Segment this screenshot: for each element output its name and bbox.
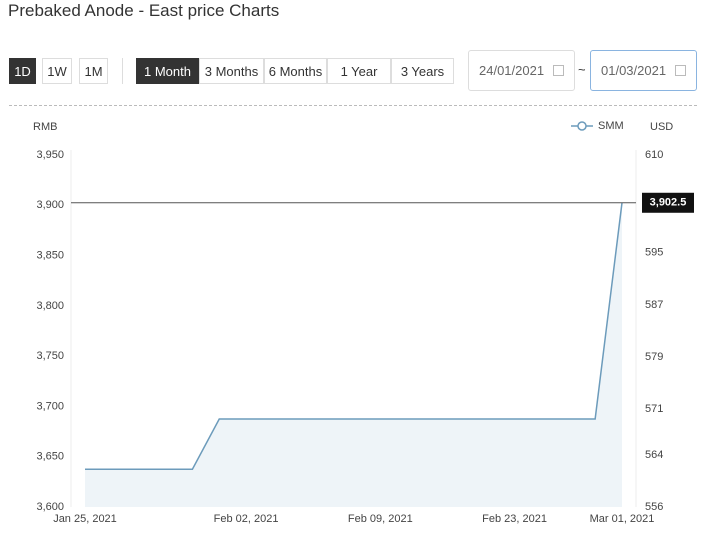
end-date-text: 01/03/2021 xyxy=(601,63,667,78)
y2-tick-label: 587 xyxy=(645,299,663,311)
y2-axis-title: USD xyxy=(650,121,673,133)
page-title: Prebaked Anode - East price Charts xyxy=(8,1,280,20)
button[interactable]: 6 Months xyxy=(264,58,327,84)
button[interactable]: 1M xyxy=(79,58,108,84)
area xyxy=(85,202,622,507)
button[interactable]: 1D xyxy=(9,58,36,84)
dashed-divider xyxy=(9,105,697,106)
y-tick-label: 3,950 xyxy=(36,149,64,161)
y2-tick-label: 556 xyxy=(645,501,663,513)
y-tick-label: 3,650 xyxy=(36,451,64,463)
start-date[interactable]: 24/01/2021 xyxy=(468,50,575,91)
button[interactable]: 1 Year xyxy=(327,58,391,84)
calendar-icon xyxy=(553,65,564,76)
range-separator: ~ xyxy=(578,62,586,77)
x-tick-label: Feb 23, 2021 xyxy=(482,513,547,525)
y2-tick-label: 564 xyxy=(645,449,663,461)
x-tick-label: Mar 01, 2021 xyxy=(590,513,655,525)
x-tick-label: Jan 25, 2021 xyxy=(53,513,117,525)
y-axis-title: RMB xyxy=(33,121,57,133)
button[interactable]: 3 Months xyxy=(199,58,264,84)
y-tick-label: 3,900 xyxy=(36,199,64,211)
y-tick-label: 3,850 xyxy=(36,249,64,261)
legend-label: SMM xyxy=(598,120,624,132)
y-tick-label: 3,800 xyxy=(36,300,64,312)
y-tick-label: 3,750 xyxy=(36,350,64,362)
start-date-text: 24/01/2021 xyxy=(479,63,545,78)
button[interactable]: 3 Years xyxy=(391,58,454,84)
value-label: 3,902.5 xyxy=(650,197,687,209)
y2-tick-label: 571 xyxy=(645,403,663,415)
y2-tick-label: 579 xyxy=(645,351,663,363)
button[interactable]: 1 Month xyxy=(136,58,199,84)
value-tag xyxy=(642,192,694,213)
x-tick-label: Feb 09, 2021 xyxy=(348,513,413,525)
calendar-icon xyxy=(675,65,686,76)
legend-marker xyxy=(577,121,587,131)
x-tick-label: Feb 02, 2021 xyxy=(214,513,279,525)
divider xyxy=(122,58,123,84)
button[interactable]: 1W xyxy=(42,58,72,84)
y2-tick-label: 610 xyxy=(645,149,663,161)
line xyxy=(85,202,623,471)
end-date[interactable]: 01/03/2021 xyxy=(590,50,697,91)
y2-tick-label: 595 xyxy=(645,247,663,259)
y-tick-label: 3,600 xyxy=(36,501,64,513)
y-tick-label: 3,700 xyxy=(36,400,64,412)
